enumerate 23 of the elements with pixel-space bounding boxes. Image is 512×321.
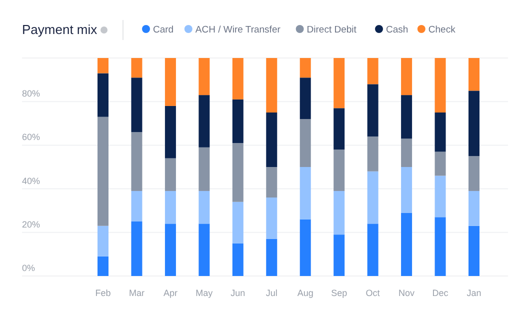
- x-tick-label: Mar: [128, 288, 144, 298]
- x-tick-label: Jan: [466, 288, 482, 298]
- x-tick-label: Dec: [432, 288, 449, 298]
- legend-label: Direct Debit: [306, 24, 357, 36]
- y-tick-label: 0%: [22, 263, 36, 273]
- legend-label: ACH / Wire Transfer: [195, 24, 280, 36]
- x-tick-label: Sep: [331, 288, 348, 298]
- y-tick-label: 20%: [22, 219, 40, 230]
- x-tick-label: Jul: [266, 288, 278, 298]
- y-tick-label: 60%: [22, 132, 40, 142]
- x-tick-label: Apr: [163, 288, 178, 298]
- x-tick-label: May: [196, 288, 214, 298]
- legend-label: Check: [428, 24, 456, 36]
- y-tick-label: 80%: [22, 88, 40, 99]
- x-tick-label: Oct: [366, 288, 380, 298]
- x-tick-label: Aug: [297, 288, 314, 298]
- x-tick-label: Nov: [398, 288, 416, 298]
- legend-label: Cash: [386, 24, 408, 36]
- x-tick-label: Feb: [95, 288, 111, 298]
- chart-title: Payment mix: [22, 22, 98, 37]
- x-tick-label: Jun: [230, 288, 246, 298]
- legend-label: Card: [153, 24, 174, 36]
- y-tick-label: 40%: [22, 176, 40, 186]
